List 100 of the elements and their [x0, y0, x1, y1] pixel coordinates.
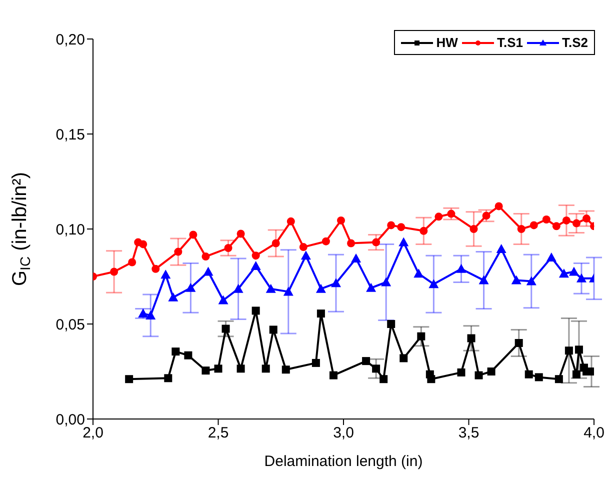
point — [572, 219, 580, 228]
point — [400, 354, 408, 362]
point — [322, 237, 330, 246]
point — [542, 216, 550, 224]
point — [224, 244, 232, 252]
x-tick-label: 3,5 — [458, 424, 480, 442]
point — [202, 366, 210, 375]
point — [511, 275, 522, 284]
point — [387, 320, 396, 328]
point — [269, 326, 278, 334]
point — [487, 368, 496, 376]
point — [282, 366, 290, 374]
x-tick-label: 2,5 — [208, 424, 229, 442]
x-tick-label: 4,0 — [584, 424, 604, 442]
y-tick-label: 0,15 — [56, 126, 85, 144]
point — [564, 346, 573, 355]
point — [447, 210, 456, 218]
point — [252, 306, 260, 315]
point — [366, 282, 376, 292]
y-tick-label: 0,05 — [56, 316, 85, 334]
point — [457, 368, 466, 376]
point — [300, 250, 311, 260]
point — [474, 371, 483, 380]
point — [514, 339, 523, 347]
point — [417, 332, 426, 340]
point — [189, 230, 198, 239]
point — [168, 292, 178, 302]
point — [250, 261, 261, 270]
point — [478, 275, 489, 284]
x-tick-label: 3,0 — [333, 424, 354, 442]
point — [554, 375, 563, 384]
point — [330, 278, 341, 288]
point — [552, 222, 560, 230]
point — [362, 357, 370, 366]
point — [428, 279, 439, 288]
point — [299, 243, 308, 252]
point — [530, 221, 538, 230]
point — [336, 216, 345, 224]
point — [236, 364, 245, 373]
point — [414, 268, 424, 278]
point — [202, 252, 210, 261]
point — [572, 370, 580, 378]
point — [420, 226, 428, 235]
point — [470, 225, 478, 233]
y-tick-label: 0,20 — [56, 31, 85, 48]
point — [214, 364, 222, 373]
point — [316, 310, 325, 318]
point — [456, 264, 466, 273]
point — [184, 351, 192, 360]
point — [582, 214, 590, 223]
point — [186, 282, 196, 292]
point — [218, 295, 228, 304]
y-tick-label: 0,10 — [56, 221, 85, 238]
point — [562, 216, 570, 224]
point — [138, 308, 148, 318]
point — [372, 364, 380, 373]
y-tick-label: 0,00 — [56, 411, 85, 428]
point — [164, 374, 172, 382]
point — [526, 276, 536, 286]
point — [272, 239, 280, 248]
legend-label: HW — [435, 35, 458, 50]
point — [286, 217, 295, 226]
point — [524, 370, 533, 378]
point — [434, 212, 443, 221]
point — [496, 244, 506, 253]
point — [128, 258, 136, 266]
point — [252, 252, 260, 260]
point — [398, 237, 409, 246]
point — [482, 212, 490, 220]
point — [222, 324, 230, 333]
point — [546, 252, 556, 262]
point — [467, 334, 476, 342]
point — [283, 286, 294, 296]
point — [125, 375, 134, 384]
point — [517, 225, 526, 233]
point — [266, 284, 276, 293]
point — [312, 358, 320, 367]
point — [262, 364, 270, 373]
point — [316, 284, 326, 293]
x-tick-label: 2,0 — [82, 424, 104, 442]
point — [574, 346, 583, 354]
point — [347, 239, 356, 248]
point — [380, 375, 388, 384]
point — [427, 375, 436, 384]
x-axis-title: Delamination length (in) — [264, 453, 423, 470]
point — [494, 202, 503, 210]
point — [329, 371, 338, 380]
point — [146, 310, 156, 320]
point — [139, 240, 148, 248]
point — [372, 238, 380, 246]
point — [160, 270, 171, 279]
point — [568, 266, 579, 276]
point — [172, 348, 180, 356]
point — [174, 248, 182, 256]
point — [351, 253, 362, 262]
legend-label: T.S1 — [496, 35, 523, 50]
point — [152, 264, 160, 273]
point — [534, 373, 543, 382]
point — [397, 223, 406, 232]
point — [110, 268, 118, 276]
